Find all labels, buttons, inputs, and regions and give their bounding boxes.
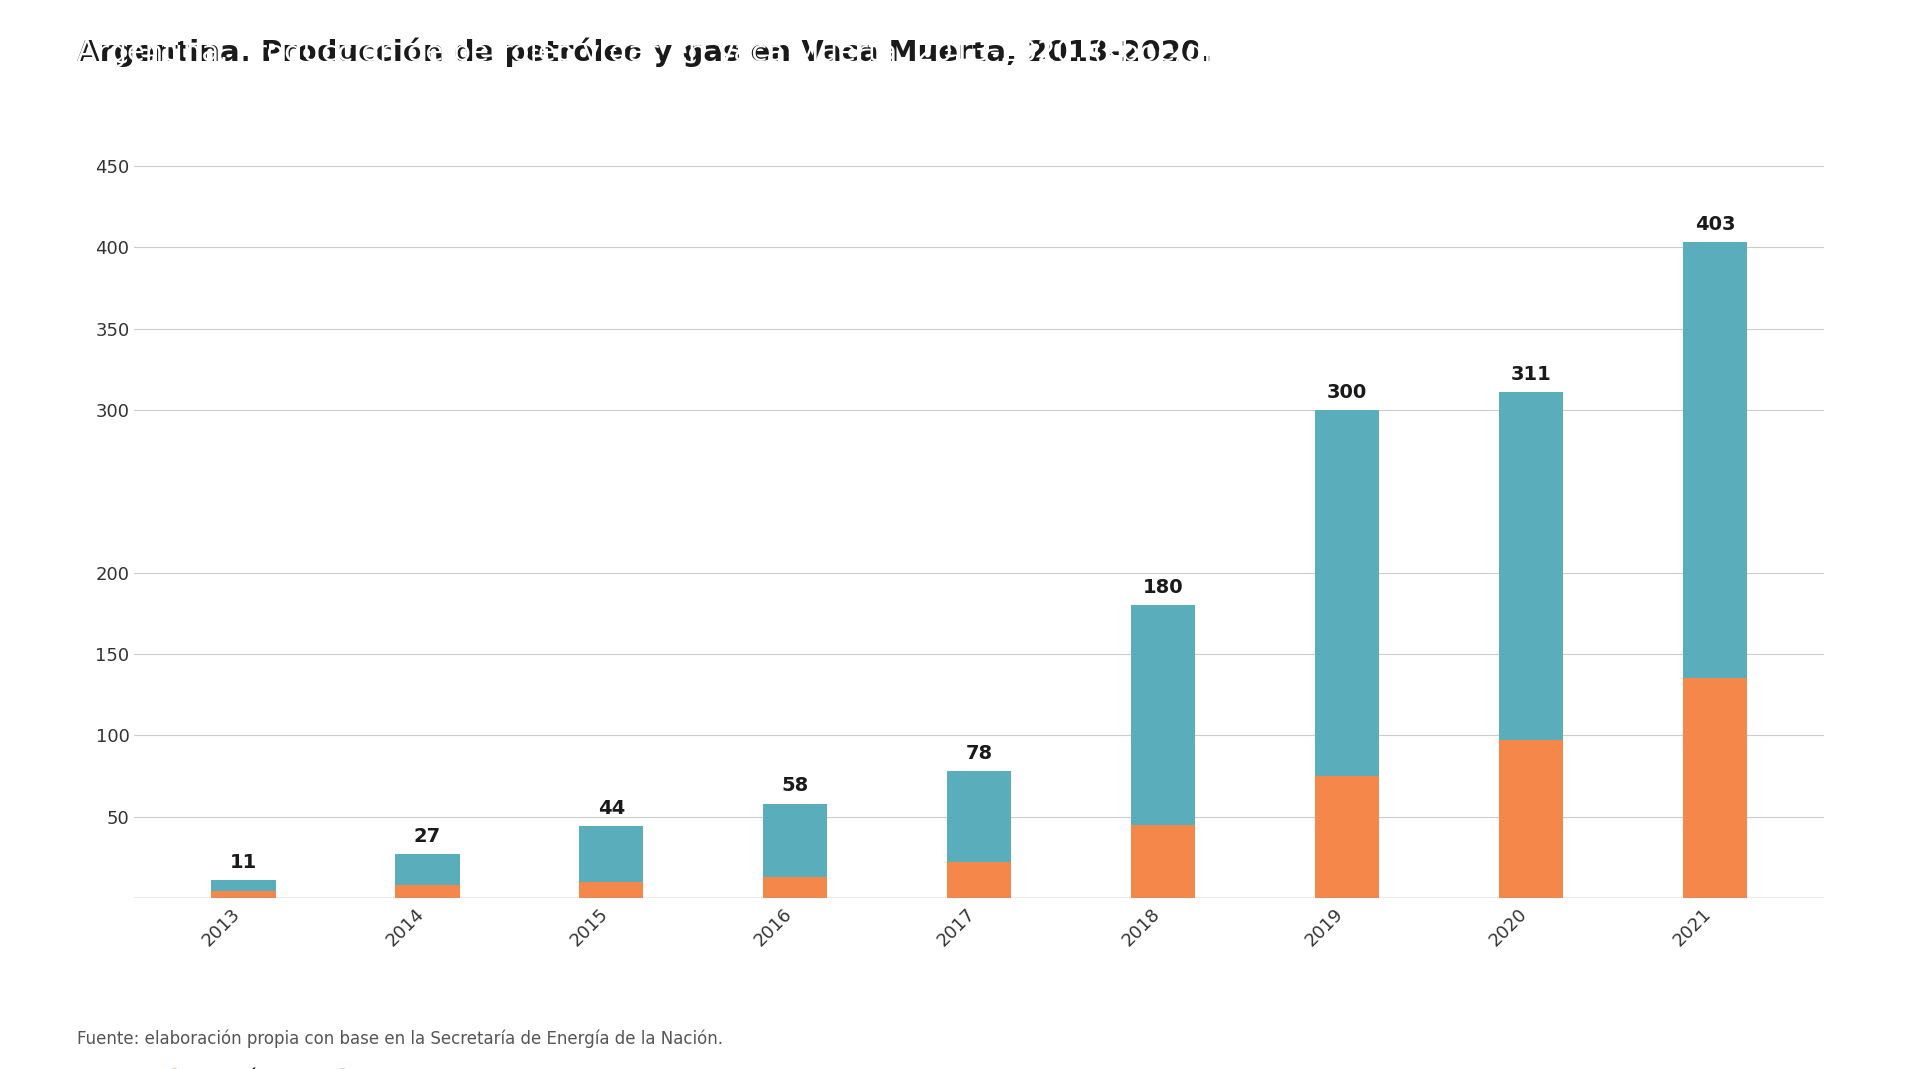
Bar xyxy=(396,854,459,885)
Text: 311: 311 xyxy=(1511,365,1551,384)
Bar xyxy=(1315,409,1379,776)
Bar xyxy=(762,804,828,877)
Text: 27: 27 xyxy=(415,827,442,846)
Bar xyxy=(762,877,828,898)
Bar xyxy=(580,882,643,898)
Text: Argentina. Producción de petróleo y gas en Vaca Muerta, 2013-2020.: Argentina. Producción de petróleo y gas … xyxy=(77,37,1212,67)
Bar xyxy=(1500,392,1563,740)
Text: 300: 300 xyxy=(1327,383,1367,402)
Bar xyxy=(1682,679,1747,898)
Text: 58: 58 xyxy=(781,776,808,795)
Bar xyxy=(211,880,276,892)
Bar xyxy=(947,771,1012,863)
Bar xyxy=(947,863,1012,898)
Text: 44: 44 xyxy=(597,800,624,818)
Bar xyxy=(1500,740,1563,898)
Text: Argentina. Producción de petróleo y gas en Vaca Muerta, 2013-2020. (kboe/día): Argentina. Producción de petróleo y gas … xyxy=(77,37,1240,67)
Bar xyxy=(1682,243,1747,679)
Text: 78: 78 xyxy=(966,744,993,763)
Legend: Petróleo, Gas: Petróleo, Gas xyxy=(144,1060,422,1069)
Bar xyxy=(396,885,459,898)
Bar xyxy=(1131,825,1196,898)
Text: 180: 180 xyxy=(1142,578,1183,597)
Bar xyxy=(211,892,276,898)
Text: 403: 403 xyxy=(1695,215,1736,234)
Bar xyxy=(580,826,643,882)
Text: Fuente: elaboración propia con base en la Secretaría de Energía de la Nación.: Fuente: elaboración propia con base en l… xyxy=(77,1029,722,1048)
Bar xyxy=(1315,776,1379,898)
Bar xyxy=(1131,605,1196,825)
Text: 11: 11 xyxy=(230,853,257,872)
